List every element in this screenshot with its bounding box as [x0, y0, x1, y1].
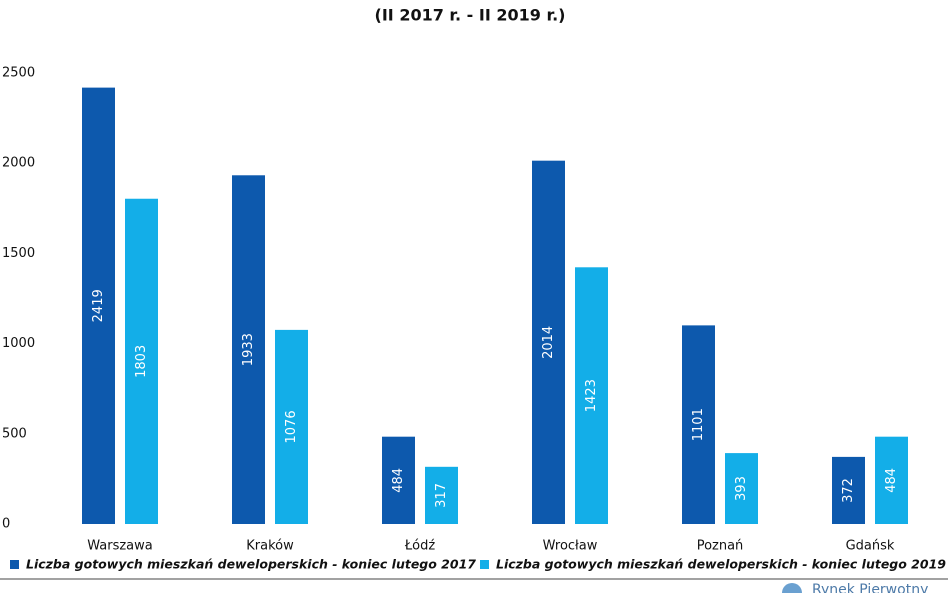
x-tick-label: Wrocław [543, 539, 598, 554]
y-tick-label: 1000 [2, 336, 35, 351]
bar [532, 160, 565, 525]
value-label: 1101 [691, 408, 706, 441]
bar [725, 453, 758, 524]
legend-swatch [10, 560, 19, 569]
bar [575, 267, 608, 524]
bar [275, 329, 308, 524]
legend-label: Liczba gotowych mieszkań deweloperskich … [26, 557, 489, 572]
bar [125, 198, 158, 524]
bar [875, 436, 908, 524]
bar [425, 466, 458, 524]
chart-subtitle: (II 2017 r. - II 2019 r.) [375, 6, 566, 25]
logo-text: Rynek Pierwotny [812, 582, 928, 593]
y-tick-label: 2000 [2, 156, 35, 171]
value-label: 1076 [284, 410, 299, 443]
value-label: 1933 [241, 333, 256, 366]
bar [382, 436, 415, 524]
value-label: 1803 [134, 345, 149, 378]
logo-icon [782, 583, 802, 593]
x-tick-label: Warszawa [87, 539, 153, 554]
value-label: 393 [734, 476, 749, 501]
x-tick-label: Poznań [697, 539, 744, 554]
value-label: 317 [434, 483, 449, 508]
y-tick-label: 1500 [2, 246, 35, 261]
y-tick-label: 500 [2, 426, 27, 441]
legend-label: Liczba gotowych mieszkań deweloperskich … [496, 557, 948, 572]
bar [82, 87, 115, 524]
value-label: 1423 [584, 379, 599, 412]
bar [682, 325, 715, 524]
value-label: 2419 [91, 289, 106, 322]
x-tick-label: Łódź [404, 539, 436, 554]
legend-swatch [480, 560, 489, 569]
x-tick-label: Kraków [246, 539, 294, 554]
x-tick-label: Gdańsk [846, 539, 895, 554]
bar [832, 456, 865, 524]
value-label: 484 [884, 468, 899, 493]
y-tick-label: 0 [2, 517, 10, 532]
value-label: 484 [391, 468, 406, 493]
bar [232, 175, 265, 524]
y-tick-label: 2500 [2, 66, 35, 81]
value-label: 2014 [541, 326, 556, 359]
value-label: 372 [841, 478, 856, 503]
